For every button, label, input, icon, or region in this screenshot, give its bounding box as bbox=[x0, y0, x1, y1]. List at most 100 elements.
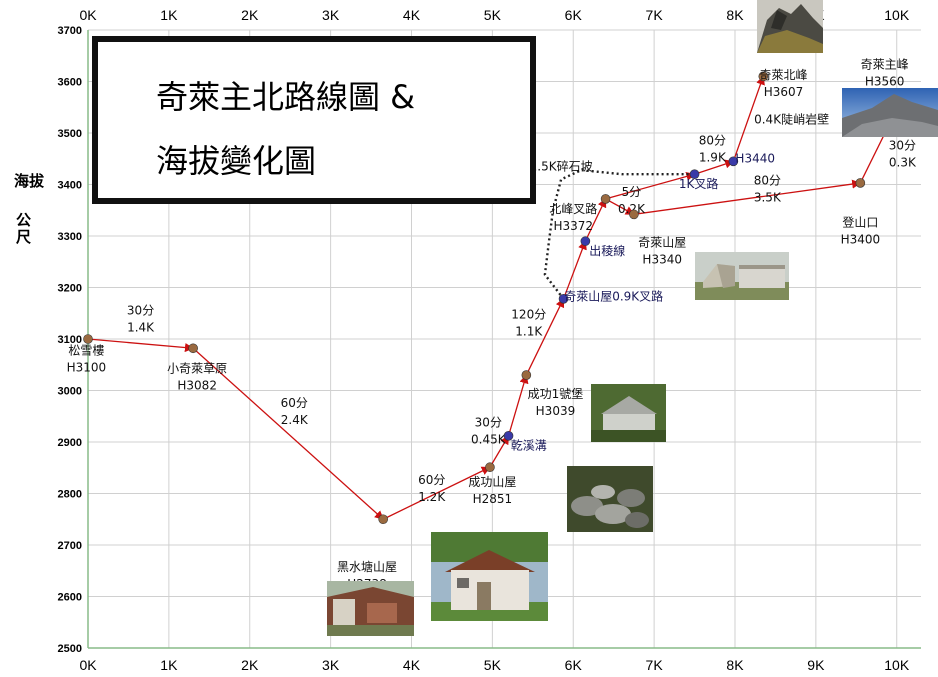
photo-heishuitang-hut bbox=[327, 581, 414, 636]
y-tick-label: 2500 bbox=[58, 643, 82, 655]
segment-distance-label: 0.45K bbox=[471, 433, 507, 447]
waypoint-marker bbox=[580, 236, 591, 246]
waypoint-elevation-label: H3607 bbox=[764, 85, 804, 99]
chart-title-line2: 海拔變化圖 bbox=[156, 142, 317, 180]
waypoint-marker bbox=[188, 343, 198, 354]
segment-time-label: 30分 bbox=[127, 303, 154, 317]
chart-title-line1: 奇萊主北路線圖 & bbox=[156, 78, 416, 116]
waypoint-name-label: 乾溪溝 bbox=[511, 439, 547, 453]
photo-chenggong-fort bbox=[591, 384, 666, 442]
x-tick-label-bottom: 8K bbox=[726, 657, 744, 673]
scree-slope-trail: 1.5K碎石坡 bbox=[530, 159, 695, 300]
waypoint-name-label: 成功1號堡 bbox=[528, 386, 584, 401]
waypoint-elevation-label: H3372 bbox=[553, 219, 593, 233]
waypoint-labels: 松雪樓H3100小奇萊草原H3082黑水塘山屋H2738成功山屋H2851乾溪溝… bbox=[67, 58, 909, 591]
route-segment bbox=[87, 338, 195, 353]
waypoint-marker bbox=[83, 334, 93, 344]
waypoint-marker bbox=[689, 169, 700, 179]
x-tick-label-top: 5K bbox=[484, 7, 502, 23]
x-tick-label-top: 6K bbox=[565, 7, 583, 23]
waypoint-name-label: 黑水塘山屋 bbox=[337, 559, 397, 574]
x-tick-label-top: 8K bbox=[726, 7, 744, 23]
segment-distance-label: 2.4K bbox=[281, 413, 309, 427]
y-tick-label: 3000 bbox=[58, 386, 82, 398]
y-tick-label: 3400 bbox=[58, 180, 82, 192]
route-segment bbox=[382, 466, 491, 520]
x-tick-label-top: 7K bbox=[646, 7, 664, 23]
waypoint-name-label: 奇萊山屋0.9K叉路 bbox=[564, 288, 663, 303]
y-tick-label: 3700 bbox=[58, 25, 82, 37]
scree-slope-label: 1.5K碎石坡 bbox=[530, 159, 593, 174]
x-tick-label-bottom: 2K bbox=[241, 657, 259, 673]
x-tick-label-bottom: 3K bbox=[322, 657, 340, 673]
waypoint-name-label: H3440 bbox=[735, 151, 775, 165]
scree-slope-path bbox=[543, 168, 695, 300]
waypoint-name-label: 登山口 bbox=[842, 215, 878, 230]
x-tick-label-bottom: 6K bbox=[565, 657, 583, 673]
y-tick-label: 2800 bbox=[58, 489, 82, 501]
segment-time-label: 80分 bbox=[754, 174, 781, 188]
photo-chenggong-hut bbox=[431, 532, 548, 621]
waypoint-marker bbox=[521, 370, 532, 380]
waypoint-name-label: 奇萊北峰 bbox=[760, 68, 808, 82]
segment-time-label: 30分 bbox=[889, 138, 916, 152]
x-tick-label-bottom: 4K bbox=[403, 657, 421, 673]
segment-distance-label: 3.5K bbox=[754, 191, 782, 205]
x-tick-label-top: 0K bbox=[79, 7, 97, 23]
y-tick-label: 3600 bbox=[58, 77, 82, 89]
x-tick-label-bottom: 5K bbox=[484, 657, 502, 673]
route-segment bbox=[605, 172, 696, 200]
waypoint-elevation-label: H3340 bbox=[642, 252, 682, 266]
y-tick-label: 3200 bbox=[58, 283, 82, 295]
waypoint-name-label: 奇萊山屋 bbox=[638, 235, 686, 249]
waypoint-marker bbox=[378, 514, 388, 525]
y-tick-label: 3300 bbox=[58, 231, 82, 243]
waypoint-name-label: 松雪樓 bbox=[68, 342, 104, 357]
segment-labels: 30分 1.4K 60分 2.4K 60分 1.2K 30分 0.45K 120分 1.1K 5分 0… bbox=[127, 112, 917, 505]
segment-distance-label: 1.4K bbox=[127, 320, 155, 334]
route-segment bbox=[584, 198, 607, 242]
x-tick-label-top: 3K bbox=[322, 7, 340, 23]
x-tick-label-top: 1K bbox=[160, 7, 178, 23]
x-tick-label-bottom: 1K bbox=[160, 657, 178, 673]
waypoint-marker bbox=[855, 178, 866, 188]
segment-distance-label: 0.2K bbox=[618, 202, 646, 216]
y-tick-label: 3100 bbox=[58, 334, 82, 346]
photo-qilai-hut bbox=[695, 252, 789, 300]
waypoint-name-label: 出稜線 bbox=[589, 243, 625, 258]
waypoint-marker bbox=[629, 209, 639, 220]
waypoint-name-label: 1K叉路 bbox=[679, 176, 719, 191]
y-axis-label-elevation: 海拔 bbox=[14, 172, 45, 190]
waypoint-marker bbox=[503, 431, 514, 441]
route-segment bbox=[562, 240, 587, 300]
waypoint-name-label: 奇萊主峰 bbox=[861, 58, 909, 72]
waypoint-elevation-label: H3400 bbox=[841, 233, 881, 247]
y-tick-label: 3500 bbox=[58, 128, 82, 140]
route-segment bbox=[507, 374, 529, 437]
route-segment bbox=[633, 179, 862, 216]
x-axis-bottom-ticks: 0K 1K 2K 3K 4K 5K 6K 7K 8K 9K 10K bbox=[79, 657, 909, 673]
waypoint-marker bbox=[728, 156, 739, 167]
segment-distance-label: 1.1K bbox=[515, 324, 543, 338]
route-segment bbox=[605, 198, 635, 215]
photo-peak-rock bbox=[757, 0, 823, 53]
x-tick-label-top: 4K bbox=[403, 7, 421, 23]
y-axis-label-meter: 公尺 bbox=[14, 212, 32, 246]
segment-time-label: 60分 bbox=[418, 473, 445, 487]
x-tick-label-bottom: 0K bbox=[79, 657, 97, 673]
photo-main-peak bbox=[842, 88, 938, 137]
title-box: 奇萊主北路線圖 & 海拔變化圖 bbox=[92, 36, 536, 204]
segment-distance-label: 0.4K陡峭岩壁 bbox=[754, 112, 829, 127]
waypoint-name-label: 成功山屋 bbox=[468, 475, 516, 489]
waypoint-elevation-label: H2851 bbox=[473, 492, 513, 506]
route-segment bbox=[732, 75, 765, 162]
segment-distance-label: 0.3K bbox=[889, 155, 917, 169]
x-tick-label-bottom: 9K bbox=[807, 657, 825, 673]
y-tick-label: 2600 bbox=[58, 592, 82, 604]
waypoint-marker bbox=[485, 462, 495, 473]
y-tick-label: 2700 bbox=[58, 540, 82, 552]
waypoint-name-label: 北峰叉路 bbox=[549, 201, 597, 216]
x-tick-label-bottom: 10K bbox=[884, 657, 910, 673]
photo-rock-stream bbox=[567, 466, 653, 532]
x-tick-label-top: 10K bbox=[884, 7, 910, 23]
